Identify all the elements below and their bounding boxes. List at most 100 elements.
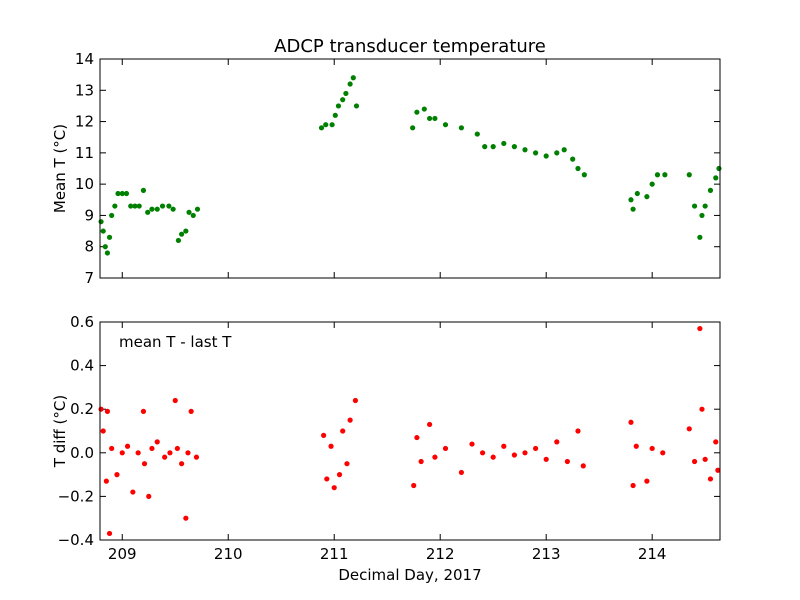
point (149, 206, 155, 212)
point (630, 482, 636, 489)
point (570, 156, 576, 162)
point (649, 445, 655, 452)
point (190, 212, 196, 219)
point (124, 443, 131, 449)
point (353, 103, 360, 109)
point (702, 203, 708, 209)
point (128, 203, 134, 209)
point (159, 203, 166, 209)
point (564, 458, 570, 465)
point (149, 445, 155, 452)
point (185, 450, 191, 456)
point (140, 187, 147, 193)
y-tick-label: 10 (75, 175, 94, 193)
point (699, 406, 705, 412)
point (183, 228, 189, 234)
point (442, 122, 449, 128)
point (554, 439, 560, 445)
point (713, 175, 719, 181)
point (561, 147, 567, 153)
point (145, 209, 151, 215)
y-tick-label: 13 (75, 81, 94, 99)
point (575, 165, 581, 172)
point (344, 461, 350, 467)
point (458, 125, 465, 131)
point (511, 452, 517, 458)
point (331, 485, 337, 491)
point (352, 397, 359, 404)
point (501, 443, 507, 449)
point (410, 125, 416, 131)
y-tick-label: 7 (84, 269, 94, 287)
point (321, 432, 327, 438)
point (106, 530, 113, 537)
x-tick-label: 209 (108, 545, 137, 563)
y-tick-label: 12 (75, 113, 94, 131)
point (100, 228, 106, 234)
point (427, 421, 433, 428)
annotation: mean T - last T (119, 333, 232, 351)
point (102, 244, 108, 250)
point (347, 81, 353, 87)
point (511, 144, 517, 150)
point (114, 472, 120, 478)
point (109, 212, 115, 219)
point (119, 190, 125, 197)
point (323, 122, 329, 128)
point (474, 131, 480, 137)
point (543, 153, 549, 159)
y-tick-label: 11 (75, 144, 94, 162)
point (329, 122, 335, 128)
point (335, 103, 342, 109)
x-tick-label: 213 (532, 545, 561, 563)
point (522, 450, 528, 456)
point (697, 325, 703, 332)
point (432, 454, 438, 460)
point (644, 194, 650, 200)
point (109, 445, 115, 452)
point (633, 443, 639, 449)
point (175, 237, 182, 244)
point (318, 125, 325, 131)
point (328, 443, 334, 449)
point (188, 408, 194, 414)
point (660, 450, 666, 456)
point (115, 190, 121, 197)
point (141, 461, 148, 467)
point (135, 450, 141, 456)
point (414, 434, 420, 441)
point (350, 75, 356, 81)
plot-frame (99, 321, 721, 541)
y-tick-label: 0.6 (70, 313, 94, 331)
point (98, 406, 104, 412)
point (532, 445, 539, 452)
point (707, 187, 714, 193)
point (442, 445, 449, 452)
x-tick-label: 214 (638, 545, 667, 563)
point (194, 206, 201, 212)
point (713, 439, 719, 445)
point (490, 144, 496, 150)
point (644, 478, 650, 484)
point (469, 441, 475, 447)
point (130, 489, 136, 495)
point (697, 234, 703, 240)
point (691, 203, 698, 209)
point (432, 115, 438, 122)
point (340, 97, 346, 103)
point (707, 476, 714, 482)
point (174, 445, 180, 452)
point (123, 190, 130, 197)
point (630, 206, 636, 212)
point (575, 428, 581, 434)
point (628, 419, 634, 425)
point (649, 181, 655, 187)
point (172, 397, 178, 404)
y-tick-label: 0.2 (70, 400, 94, 418)
point (112, 203, 118, 209)
point (543, 456, 549, 462)
point (186, 209, 192, 215)
point (146, 493, 152, 499)
point (554, 150, 560, 156)
